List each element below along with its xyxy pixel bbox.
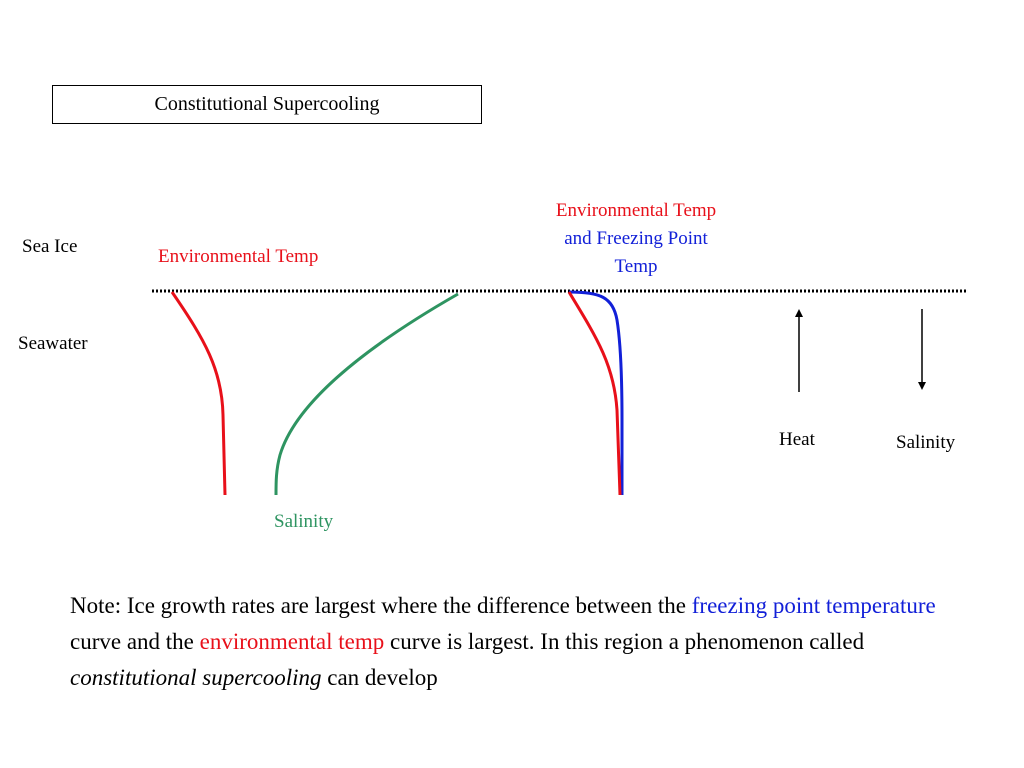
note-paragraph: Note: Ice growth rates are largest where…	[70, 588, 950, 696]
note-freezing-point: freezing point temperature	[691, 593, 936, 618]
environmental-temp-curve	[170, 291, 227, 496]
environmental-temp-label: Environmental Temp	[158, 246, 319, 267]
diagram-title: Constitutional Supercooling	[52, 85, 482, 124]
note-text-1: Note: Ice growth rates are largest where…	[70, 593, 692, 618]
salinity-curve	[274, 292, 459, 496]
sea-ice-label: Sea Ice	[22, 236, 78, 257]
seawater-label: Seawater	[18, 333, 88, 354]
salinity-flux-label: Salinity	[896, 432, 956, 453]
note-text-4: can develop	[321, 665, 438, 690]
heat-label: Heat	[779, 429, 815, 450]
combined-temp-label: Environmental Temp and Freezing Point Te…	[520, 197, 752, 281]
environmental-temp-curve-right	[567, 291, 622, 496]
combined-label-line-2: and Freezing Point	[564, 228, 708, 249]
note-environmental-temp: environmental temp	[199, 629, 385, 654]
note-text-3: curve is largest. In this region a pheno…	[384, 629, 865, 654]
salinity-curve-label: Salinity	[274, 511, 334, 532]
note-emphasis: constitutional supercooling	[70, 665, 322, 690]
combined-label-line-3: Temp	[614, 256, 658, 277]
combined-label-line-1: Environmental Temp	[555, 200, 717, 221]
freezing-point-curve	[568, 290, 624, 495]
title-text: Constitutional Supercooling	[154, 93, 380, 115]
note-text-2: curve and the	[70, 629, 200, 654]
